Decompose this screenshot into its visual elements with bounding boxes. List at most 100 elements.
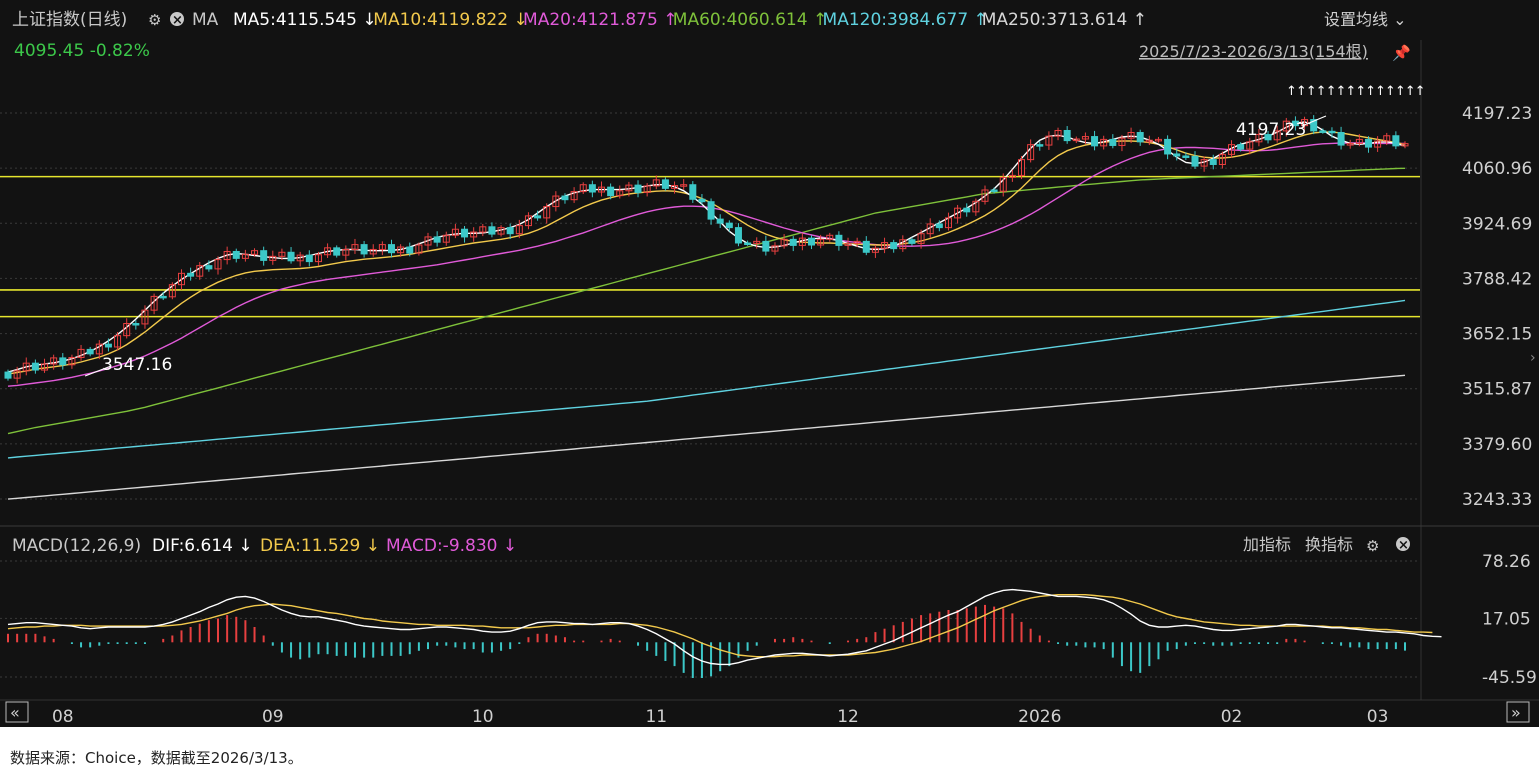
candle-body[interactable] bbox=[50, 357, 58, 365]
candlestick-chart[interactable]: 4197.23 4060.96 3924.69 3788.42 3652.15 3515.… bbox=[0, 0, 1539, 727]
candle-body[interactable] bbox=[314, 254, 322, 263]
candle-body[interactable] bbox=[652, 179, 660, 187]
candle-body[interactable] bbox=[424, 236, 432, 246]
candle-body[interactable] bbox=[643, 185, 651, 193]
candle-body[interactable] bbox=[433, 236, 441, 243]
candle-body[interactable] bbox=[497, 227, 505, 235]
candle-body[interactable] bbox=[1154, 138, 1162, 142]
candle-body[interactable] bbox=[862, 240, 870, 253]
candle-body[interactable] bbox=[579, 184, 587, 193]
candle-body[interactable] bbox=[1392, 135, 1400, 147]
candle-body[interactable] bbox=[22, 362, 30, 372]
close-icon[interactable] bbox=[170, 12, 184, 26]
expand-right-icon[interactable]: › bbox=[1530, 350, 1536, 366]
candle-body[interactable] bbox=[68, 357, 76, 366]
candle-body[interactable] bbox=[196, 265, 204, 277]
candle-body[interactable] bbox=[86, 348, 94, 355]
candle-body[interactable] bbox=[141, 309, 149, 325]
pin-icon[interactable]: 📌 bbox=[1392, 43, 1411, 62]
candle-body[interactable] bbox=[944, 217, 952, 229]
candle-body[interactable] bbox=[442, 234, 450, 243]
close-icon[interactable] bbox=[1396, 537, 1410, 551]
candle-body[interactable] bbox=[406, 246, 414, 254]
candle-body[interactable] bbox=[378, 244, 386, 250]
candle-body[interactable] bbox=[899, 239, 907, 250]
candle-body[interactable] bbox=[552, 195, 560, 208]
candle-body[interactable] bbox=[1310, 119, 1318, 132]
candle-body[interactable] bbox=[817, 238, 825, 246]
candle-body[interactable] bbox=[625, 184, 633, 192]
gear-icon[interactable]: ⚙ bbox=[1366, 537, 1379, 555]
candle-body[interactable] bbox=[241, 253, 249, 259]
candle-body[interactable] bbox=[269, 255, 277, 261]
candle-body[interactable] bbox=[1209, 159, 1217, 165]
candle-body[interactable] bbox=[707, 201, 715, 220]
candle-body[interactable] bbox=[415, 244, 423, 254]
candle-body[interactable] bbox=[524, 215, 532, 227]
candle-body[interactable] bbox=[1072, 138, 1080, 142]
candle-body[interactable] bbox=[1054, 129, 1062, 137]
candle-body[interactable] bbox=[871, 247, 879, 253]
scroll-right-button[interactable] bbox=[1506, 701, 1530, 723]
candle-body[interactable] bbox=[387, 244, 395, 254]
candle-body[interactable] bbox=[607, 186, 615, 197]
candle-body[interactable] bbox=[963, 207, 971, 213]
candle-body[interactable] bbox=[789, 238, 797, 246]
candle-body[interactable] bbox=[1008, 174, 1016, 178]
candle-body[interactable] bbox=[634, 184, 642, 193]
candle-body[interactable] bbox=[981, 189, 989, 202]
candle-body[interactable] bbox=[488, 226, 496, 235]
candle-body[interactable] bbox=[287, 251, 295, 262]
candle-body[interactable] bbox=[1173, 153, 1181, 157]
gear-icon[interactable]: ⚙ bbox=[148, 11, 161, 29]
candle-body[interactable] bbox=[1027, 144, 1035, 161]
scroll-left-button[interactable] bbox=[5, 701, 29, 723]
candle-body[interactable] bbox=[780, 238, 788, 247]
candle-body[interactable] bbox=[1100, 138, 1108, 147]
candle-body[interactable] bbox=[95, 343, 103, 355]
candle-body[interactable] bbox=[351, 244, 359, 250]
add-indicator-button[interactable]: 加指标 bbox=[1243, 535, 1291, 554]
candle-body[interactable] bbox=[4, 371, 12, 379]
candle-body[interactable] bbox=[798, 237, 806, 246]
candle-body[interactable] bbox=[725, 222, 733, 229]
candle-body[interactable] bbox=[1291, 120, 1299, 127]
candle-body[interactable] bbox=[1264, 134, 1272, 141]
candle-body[interactable] bbox=[1228, 144, 1236, 155]
candle-body[interactable] bbox=[1081, 136, 1089, 140]
candle-body[interactable] bbox=[1127, 132, 1135, 139]
candle-body[interactable] bbox=[1018, 159, 1026, 176]
candle-body[interactable] bbox=[734, 227, 742, 244]
candle-body[interactable] bbox=[470, 231, 478, 238]
candle-body[interactable] bbox=[515, 225, 523, 235]
candle-body[interactable] bbox=[881, 242, 889, 249]
candle-body[interactable] bbox=[251, 250, 259, 255]
candle-body[interactable] bbox=[1164, 138, 1172, 155]
ma-settings-button[interactable]: 设置均线 ⌄ bbox=[1324, 10, 1407, 29]
candle-body[interactable] bbox=[479, 226, 487, 233]
candle-body[interactable] bbox=[177, 272, 185, 286]
candle-body[interactable] bbox=[853, 240, 861, 244]
candle-body[interactable] bbox=[999, 176, 1007, 192]
candle-body[interactable] bbox=[1091, 136, 1099, 147]
candle-body[interactable] bbox=[1364, 138, 1372, 148]
candle-body[interactable] bbox=[917, 233, 925, 244]
candle-body[interactable] bbox=[588, 184, 596, 193]
candle-body[interactable] bbox=[333, 247, 341, 256]
candle-body[interactable] bbox=[616, 190, 624, 197]
candle-body[interactable] bbox=[1218, 153, 1226, 165]
candle-body[interactable] bbox=[13, 370, 21, 379]
candle-body[interactable] bbox=[990, 189, 998, 192]
candle-body[interactable] bbox=[1346, 142, 1354, 146]
candle-body[interactable] bbox=[41, 363, 49, 371]
candle-body[interactable] bbox=[1118, 137, 1126, 146]
candle-body[interactable] bbox=[1383, 135, 1391, 142]
candle-body[interactable] bbox=[1191, 155, 1199, 167]
candle-body[interactable] bbox=[597, 186, 605, 193]
candle-body[interactable] bbox=[689, 184, 697, 200]
candle-body[interactable] bbox=[926, 223, 934, 235]
candle-body[interactable] bbox=[771, 245, 779, 252]
candle-body[interactable] bbox=[534, 215, 542, 219]
candle-body[interactable] bbox=[451, 228, 459, 236]
candle-body[interactable] bbox=[744, 242, 752, 245]
